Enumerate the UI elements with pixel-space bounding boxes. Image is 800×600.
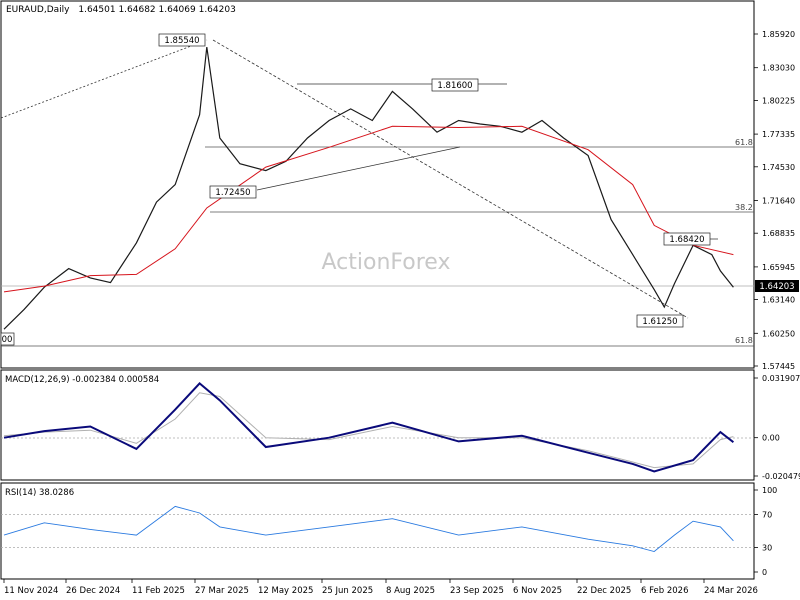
macd-series	[3, 382, 735, 473]
macd-tick-label: 0.031907	[762, 374, 800, 383]
signal-line	[3, 392, 734, 469]
high3-label: 1.68420	[669, 235, 704, 245]
price-tick-label: 1.68835	[762, 229, 795, 238]
price-line	[3, 47, 734, 330]
rsi-tick-label: 70	[762, 511, 772, 520]
rsi-series	[3, 505, 734, 552]
high2-label-box	[431, 78, 479, 92]
watermark: ActionForex	[322, 250, 451, 275]
high3-label-box	[663, 232, 711, 246]
symbol-label: EURAUD,Daily	[6, 5, 70, 15]
fib-618-lower-label: 61.8	[735, 336, 753, 345]
date-tick-label: 11 Nov 2024	[4, 586, 58, 596]
low2-label: 1.61250	[642, 317, 677, 327]
price-axis: 1.85920 1.83030 1.80225 1.77335 1.74530 1.716…	[754, 30, 795, 371]
rsi-tick-label: 100	[762, 486, 777, 495]
macd-tick-label: 0.00	[762, 434, 780, 443]
left-cut-label-box	[0, 332, 15, 346]
trendlines	[0, 39, 718, 340]
price-tick-label: 1.60250	[762, 329, 795, 338]
ohlc-label: 1.64501 1.64682 1.64069 1.64203	[78, 5, 235, 15]
price-panel-frame	[0, 0, 755, 369]
date-axis: 11 Nov 2024 26 Dec 2024 11 Feb 2025 27 Mar …	[3, 579, 758, 596]
chart-title: EURAUD,Daily 1.64501 1.64682 1.64069 1.6…	[6, 5, 236, 15]
price-tick-label: 1.71640	[762, 196, 795, 205]
low1-label: 1.72450	[215, 188, 250, 198]
rsi-panel-frame	[0, 482, 755, 580]
date-tick-label: 24 Mar 2026	[704, 586, 758, 596]
date-tick-label: 26 Dec 2024	[66, 586, 120, 596]
macd-panel-frame	[0, 369, 755, 481]
rsi-tick-label: 30	[762, 543, 772, 552]
rsi-line	[3, 505, 734, 552]
low1-label-box	[209, 185, 257, 199]
date-tick-label: 11 Feb 2025	[132, 586, 185, 596]
dotted-trend-left	[0, 39, 208, 119]
macd-axis: 0.031907 0.00 -0.020479	[754, 374, 800, 481]
price-tick-label: 1.63140	[762, 296, 795, 305]
price-tick-label: 1.65945	[762, 263, 795, 272]
price-tick-label: 1.77335	[762, 130, 795, 139]
date-tick-label: 6 Nov 2025	[513, 586, 562, 596]
macd-line	[3, 382, 735, 473]
fib-382-label: 38.2	[735, 203, 753, 212]
price-tick-label: 1.80225	[762, 96, 795, 105]
date-tick-label: 27 Mar 2025	[195, 586, 249, 596]
current-price-badge	[755, 280, 799, 292]
price-series	[3, 47, 734, 330]
low2-label-box	[636, 314, 684, 328]
rsi-axis: 100 70 30 0	[754, 486, 777, 577]
date-tick-label: 25 Jun 2025	[322, 586, 373, 596]
peak-label-box	[158, 33, 206, 47]
price-tick-label: 1.57445	[762, 362, 795, 371]
date-tick-label: 6 Feb 2026	[641, 586, 689, 596]
price-tick-label: 1.85920	[762, 30, 795, 39]
macd-title: MACD(12,26,9) -0.002384 0.000584	[5, 375, 159, 385]
rsi-tick-label: 0	[762, 568, 767, 577]
fib-618-upper-label: 61.8	[735, 138, 753, 147]
moving-average-line	[3, 125, 734, 293]
current-price-label: 1.64203	[759, 282, 794, 292]
rsi-levels	[1, 514, 754, 548]
date-tick-label: 23 Sep 2025	[450, 586, 504, 596]
price-annotations: 1.85540 1.81600 1.72450 1.61250 1.68420 …	[0, 33, 711, 346]
price-tick-label: 1.83030	[762, 64, 795, 73]
rsi-title: RSI(14) 38.0286	[5, 488, 74, 498]
price-tick-label: 1.74530	[762, 163, 795, 172]
macd-tick-label: -0.020479	[762, 472, 800, 481]
fib-levels: 61.8 38.2 61.8	[1, 138, 754, 347]
high2-label: 1.81600	[437, 81, 472, 91]
date-tick-label: 22 Dec 2025	[577, 586, 631, 596]
rising-trend-line	[256, 146, 461, 191]
left-cut-label: 00	[2, 335, 13, 345]
peak-label: 1.85540	[164, 36, 199, 46]
date-tick-label: 12 May 2025	[258, 586, 313, 596]
date-tick-label: 8 Aug 2025	[386, 586, 435, 596]
dashed-trend-down	[212, 39, 689, 319]
